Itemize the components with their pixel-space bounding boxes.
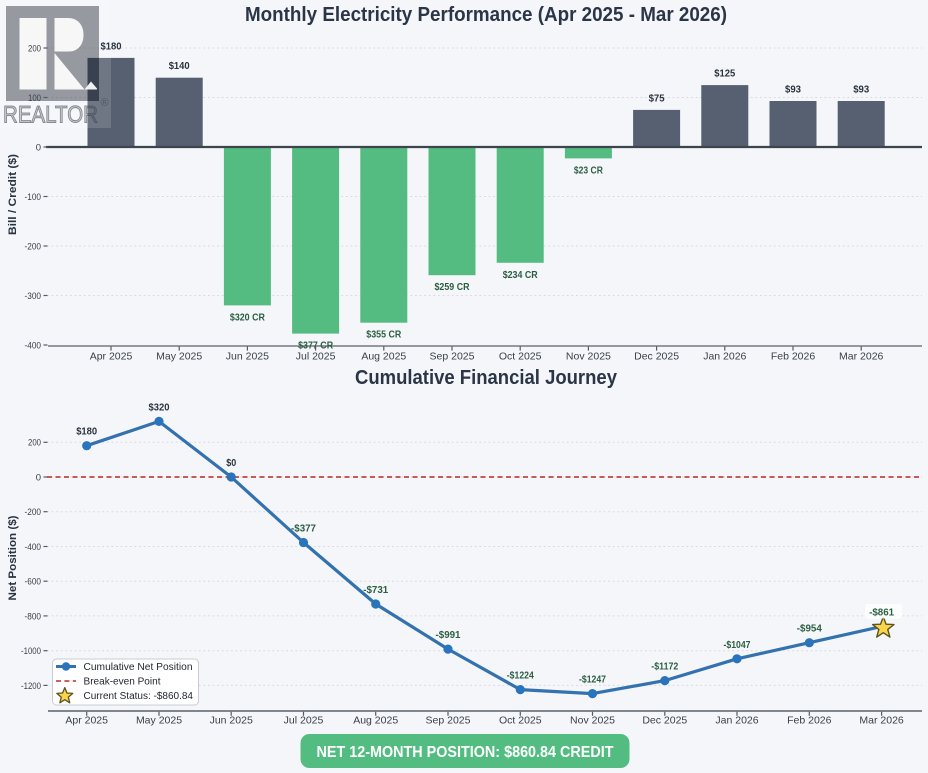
svg-text:$75: $75: [649, 93, 665, 104]
svg-text:-600: -600: [25, 577, 42, 588]
svg-text:Cumulative Financial Journey: Cumulative Financial Journey: [355, 367, 618, 389]
svg-text:-$1047: -$1047: [724, 640, 751, 651]
svg-text:Feb 2026: Feb 2026: [787, 715, 832, 727]
svg-text:Apr 2025: Apr 2025: [90, 351, 133, 363]
svg-text:0: 0: [36, 472, 41, 483]
svg-text:Aug 2025: Aug 2025: [361, 351, 406, 363]
svg-text:-1200: -1200: [21, 681, 41, 692]
svg-text:Nov 2025: Nov 2025: [570, 715, 615, 727]
svg-text:-200: -200: [25, 241, 42, 252]
svg-text:Oct 2025: Oct 2025: [499, 351, 542, 363]
svg-text:Jun 2025: Jun 2025: [210, 715, 253, 727]
svg-text:Aug 2025: Aug 2025: [353, 715, 398, 727]
svg-text:$320: $320: [149, 402, 170, 413]
svg-text:Bill / Credit ($): Bill / Credit ($): [7, 154, 19, 235]
svg-text:Jun 2025: Jun 2025: [226, 351, 269, 363]
svg-text:Mar 2026: Mar 2026: [859, 715, 904, 727]
svg-text:-800: -800: [25, 611, 42, 622]
svg-text:®: ®: [101, 97, 109, 109]
svg-text:$180: $180: [76, 427, 97, 438]
svg-text:$0: $0: [226, 458, 236, 469]
svg-text:-$731: -$731: [363, 585, 388, 596]
svg-text:Jul 2025: Jul 2025: [284, 715, 324, 727]
svg-text:-$954: -$954: [797, 624, 822, 635]
svg-text:May 2025: May 2025: [156, 351, 202, 363]
svg-text:Cumulative Net Position: Cumulative Net Position: [84, 662, 193, 673]
svg-text:-$1247: -$1247: [579, 675, 606, 686]
svg-text:Jan 2026: Jan 2026: [703, 351, 746, 363]
svg-text:Net Position ($): Net Position ($): [7, 515, 19, 600]
svg-text:-400: -400: [25, 542, 42, 553]
svg-text:$23 CR: $23 CR: [574, 165, 604, 176]
svg-text:Current Status: -$860.84: Current Status: -$860.84: [84, 691, 194, 702]
svg-text:$234 CR: $234 CR: [503, 270, 539, 281]
svg-text:$259 CR: $259 CR: [435, 282, 471, 293]
svg-text:Break-even Point: Break-even Point: [84, 677, 161, 688]
svg-text:Sep 2025: Sep 2025: [426, 715, 471, 727]
svg-text:$93: $93: [853, 85, 869, 96]
svg-text:-300: -300: [25, 291, 42, 302]
svg-text:$355 CR: $355 CR: [366, 330, 402, 341]
svg-text:$93: $93: [785, 85, 801, 96]
svg-text:Mar 2026: Mar 2026: [839, 351, 884, 363]
svg-text:Sep 2025: Sep 2025: [430, 351, 475, 363]
svg-text:100: 100: [28, 93, 41, 104]
svg-text:$377 CR: $377 CR: [298, 341, 334, 352]
svg-text:-$1224: -$1224: [507, 671, 534, 682]
svg-text:Dec 2025: Dec 2025: [642, 715, 687, 727]
svg-text:-400: -400: [25, 340, 42, 351]
svg-text:$180: $180: [101, 41, 122, 52]
svg-text:-$861: -$861: [869, 608, 894, 619]
svg-text:Monthly Electricity Performanc: Monthly Electricity Performance (Apr 202…: [245, 4, 727, 26]
svg-text:-200: -200: [25, 507, 42, 518]
svg-text:Nov 2025: Nov 2025: [566, 351, 611, 363]
svg-text:-100: -100: [25, 192, 42, 203]
svg-text:$125: $125: [714, 69, 735, 80]
svg-text:Dec 2025: Dec 2025: [634, 351, 679, 363]
svg-text:Apr 2025: Apr 2025: [65, 715, 108, 727]
svg-text:Oct 2025: Oct 2025: [499, 715, 542, 727]
svg-text:NET 12-MONTH POSITION: $860.84: NET 12-MONTH POSITION: $860.84 CREDIT: [317, 744, 614, 761]
svg-text:-$377: -$377: [291, 524, 316, 535]
svg-text:REALTOR: REALTOR: [3, 102, 98, 129]
svg-text:May 2025: May 2025: [136, 715, 182, 727]
svg-text:Feb 2026: Feb 2026: [771, 351, 816, 363]
svg-text:-1000: -1000: [21, 646, 41, 657]
svg-text:Jan 2026: Jan 2026: [715, 715, 758, 727]
svg-text:Jul 2025: Jul 2025: [296, 351, 336, 363]
svg-text:-$991: -$991: [436, 630, 461, 641]
svg-text:200: 200: [28, 438, 41, 449]
svg-text:-$1172: -$1172: [651, 662, 678, 673]
svg-text:0: 0: [36, 142, 41, 153]
svg-text:$320 CR: $320 CR: [230, 312, 266, 323]
svg-text:200: 200: [28, 43, 41, 54]
svg-text:$140: $140: [169, 61, 190, 72]
